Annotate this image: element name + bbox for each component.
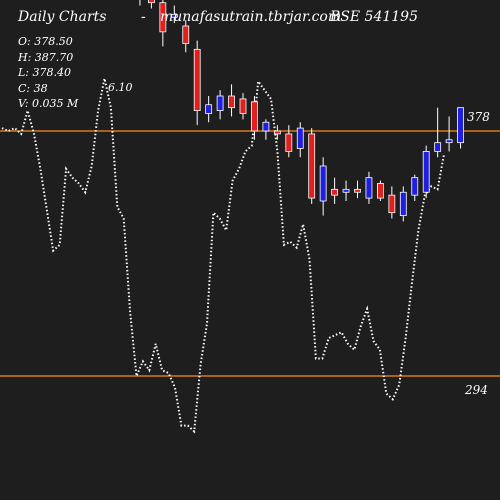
candle-body <box>239 98 247 114</box>
high-readout: H: 387.70 <box>17 51 73 64</box>
candle-body <box>434 142 442 152</box>
candle-27 <box>319 157 327 216</box>
candle-11 <box>139 0 141 6</box>
candle-38 <box>445 116 453 152</box>
candle-32 <box>376 180 384 201</box>
candle-36 <box>422 145 430 199</box>
candle-31 <box>365 171 373 204</box>
candle-30 <box>354 180 361 199</box>
candle-body <box>228 95 235 109</box>
candle-37 <box>434 107 442 158</box>
candle-17 <box>205 96 213 123</box>
candle-12 <box>147 0 155 9</box>
candle-body <box>388 194 396 214</box>
candle-body <box>285 133 293 152</box>
candle-23 <box>273 125 281 140</box>
candle-body <box>273 130 281 135</box>
candle-body <box>445 139 453 144</box>
candle-body <box>331 188 339 196</box>
candle-body <box>193 48 201 111</box>
candle-16 <box>193 40 201 126</box>
candle-22 <box>262 119 270 140</box>
candle-body <box>182 25 190 44</box>
candle-body <box>399 191 407 216</box>
candle-21 <box>251 96 258 140</box>
level-label-lower: 294 <box>464 383 488 397</box>
low-readout: L: 378.40 <box>17 66 71 79</box>
symbol-label: BSE 541195 <box>329 9 418 25</box>
candle-body <box>365 177 373 199</box>
candle-body <box>296 127 304 149</box>
price-levels <box>0 130 500 377</box>
candle-24 <box>285 125 293 158</box>
candle-body <box>170 13 178 18</box>
site-name: munafasutrain.tbrjar.com <box>160 9 341 25</box>
candle-14 <box>170 5 178 24</box>
candle-body <box>319 165 327 202</box>
candle-body <box>376 183 384 199</box>
dotted-line-label: 6.10 <box>108 81 133 94</box>
candle-34 <box>399 186 407 222</box>
candle-28 <box>331 177 339 204</box>
open-readout: O: 378.50 <box>18 35 73 48</box>
candle-body <box>422 151 430 193</box>
candle-body <box>251 101 258 132</box>
candle-body <box>159 2 167 33</box>
candle-13 <box>159 0 167 47</box>
candle-body <box>205 104 213 114</box>
candle-body <box>354 188 361 193</box>
candle-body <box>308 133 316 199</box>
candle-15 <box>182 20 190 53</box>
candle-19 <box>228 84 235 117</box>
candle-body <box>216 95 224 111</box>
chart-title: Daily Charts <box>17 9 106 25</box>
candle-20 <box>239 93 247 120</box>
candle-39 <box>457 107 464 149</box>
close-readout: C: 38 <box>18 82 48 95</box>
candle-body <box>411 177 419 196</box>
candle-35 <box>411 174 419 201</box>
dotted-line-layer <box>1 78 445 434</box>
candle-29 <box>342 180 350 201</box>
title-separator: - <box>141 9 146 25</box>
candle-body <box>147 0 155 4</box>
dotted-line <box>1 78 445 434</box>
candle-body <box>342 188 350 193</box>
candle-body <box>457 107 464 144</box>
candle-26 <box>308 128 316 204</box>
candle-25 <box>296 122 304 158</box>
volume-readout: V: 0.035 M <box>18 97 79 110</box>
candles-layer <box>139 0 464 222</box>
level-label-upper: 378 <box>467 110 490 124</box>
candle-body <box>262 121 270 132</box>
candle-18 <box>216 90 224 120</box>
candle-33 <box>388 186 396 219</box>
